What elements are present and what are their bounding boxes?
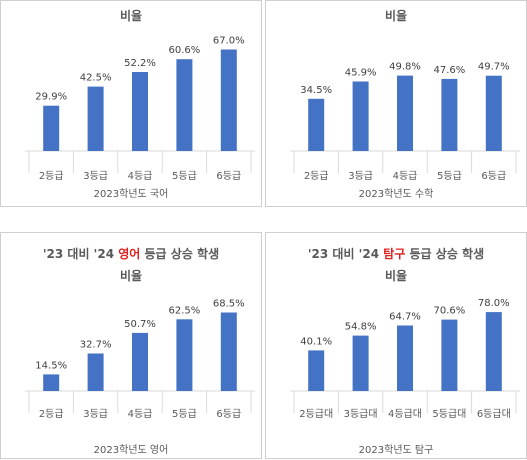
x-tick-label: 5등급 bbox=[437, 170, 462, 182]
data-label: 62.5% bbox=[169, 305, 201, 316]
bar bbox=[43, 374, 60, 391]
x-tick-label: 4등급 bbox=[128, 170, 153, 182]
x-tick-label: 3등급 bbox=[83, 170, 108, 182]
data-label: 67.0% bbox=[213, 36, 245, 47]
x-tick-label: 5등급 bbox=[172, 170, 197, 182]
chart-title: 비율 bbox=[119, 269, 143, 283]
bar bbox=[43, 105, 60, 151]
x-tick-label: 6등급 bbox=[481, 170, 506, 182]
data-label: 49.7% bbox=[478, 62, 510, 73]
data-label: 49.8% bbox=[389, 62, 421, 73]
bar bbox=[397, 75, 413, 151]
bar bbox=[132, 332, 148, 391]
bar bbox=[397, 325, 413, 391]
chart-title: 비율 bbox=[119, 9, 143, 23]
x-tick-label: 6등급 bbox=[216, 408, 241, 420]
x-axis-title: 2023학년도 영어 bbox=[93, 445, 169, 456]
chart-panel-english: '23 대비 '24 영어 등급 상승 학생 비율 14.5% 2등급 32.7% 3… bbox=[0, 232, 262, 459]
data-label: 45.9% bbox=[345, 68, 377, 79]
data-label: 32.7% bbox=[80, 340, 112, 351]
bar bbox=[441, 319, 458, 391]
x-axis-title: 2023학년도 수학 bbox=[358, 189, 434, 200]
x-tick-label: 3등급 bbox=[348, 170, 373, 182]
bar bbox=[308, 350, 325, 391]
x-tick-label: 3등급 bbox=[83, 408, 108, 420]
bar bbox=[485, 75, 502, 151]
bar-chart-english: 14.5% 2등급 32.7% 3등급 50.7% 4등급 62.5% 5등급 68.5% 6등급 bbox=[25, 299, 255, 420]
bar bbox=[220, 49, 237, 151]
data-label: 60.6% bbox=[169, 45, 201, 56]
bar-chart-inquiry: 40.1% 2등급대 54.8% 3등급대 64.7% 4등급대 70.6% 5등급대 78.0… bbox=[290, 298, 520, 420]
bar-chart-math: 34.5% 2등급 45.9% 3등급 49.8% 4등급 47.6% 5등급 49.7% 6등급 bbox=[290, 62, 520, 182]
data-label: 70.6% bbox=[434, 306, 466, 317]
x-tick-label: 4등급대 bbox=[388, 408, 422, 420]
x-tick-label: 2등급 bbox=[39, 170, 64, 182]
header-suffix: 등급 상승 학생 bbox=[140, 247, 220, 261]
data-label: 52.2% bbox=[124, 58, 156, 69]
data-label: 54.8% bbox=[345, 322, 377, 333]
x-tick-label: 2등급 bbox=[39, 408, 64, 420]
data-label: 14.5% bbox=[35, 360, 67, 371]
data-label: 68.5% bbox=[213, 299, 245, 310]
bar bbox=[485, 312, 502, 391]
data-label: 42.5% bbox=[80, 73, 112, 84]
data-label: 78.0% bbox=[478, 298, 510, 309]
x-axis-title: 2023학년도 탐구 bbox=[358, 445, 434, 456]
bar bbox=[352, 335, 369, 391]
x-tick-label: 2등급 bbox=[304, 170, 329, 182]
bar bbox=[308, 98, 325, 151]
bar bbox=[352, 81, 369, 151]
header-highlight: 영어 bbox=[118, 247, 141, 261]
bar bbox=[220, 312, 237, 391]
bar bbox=[132, 72, 148, 151]
x-tick-label: 4등급 bbox=[393, 170, 418, 182]
bar bbox=[87, 86, 104, 151]
x-tick-label: 3등급대 bbox=[344, 408, 378, 420]
header-prefix: '23 대비 '24 bbox=[307, 247, 384, 261]
header-highlight: 탐구 bbox=[383, 247, 406, 261]
x-tick-label: 2등급대 bbox=[299, 408, 333, 420]
x-tick-label: 4등급 bbox=[128, 408, 153, 420]
data-label: 29.9% bbox=[35, 92, 67, 103]
bar bbox=[176, 319, 193, 391]
data-label: 40.1% bbox=[300, 336, 332, 347]
x-tick-label: 6등급 bbox=[216, 170, 241, 182]
bar-chart-korean: 29.9% 2등급 42.5% 3등급 52.2% 4등급 60.6% 5등급 67.0% 6등급 bbox=[25, 36, 255, 182]
data-label: 50.7% bbox=[124, 319, 156, 330]
panel-header: '23 대비 '24 탐구 등급 상승 학생 bbox=[266, 245, 526, 262]
x-tick-label: 5등급대 bbox=[432, 408, 466, 420]
chart-panel-korean: 비율 29.9% 2등급 42.5% 3등급 52.2% 4등급 60.6% 5등급 67.0%… bbox=[0, 0, 262, 207]
chart-title: 비율 bbox=[384, 269, 408, 283]
header-prefix: '23 대비 '24 bbox=[42, 247, 119, 261]
chart-panel-inquiry: '23 대비 '24 탐구 등급 상승 학생 비율 40.1% 2등급대 54.8%… bbox=[265, 232, 527, 459]
bar bbox=[87, 353, 104, 391]
header-suffix: 등급 상승 학생 bbox=[405, 247, 485, 261]
panel-header: '23 대비 '24 영어 등급 상승 학생 bbox=[1, 245, 261, 262]
data-label: 34.5% bbox=[300, 85, 332, 96]
chart-panel-math: 비율 34.5% 2등급 45.9% 3등급 49.8% 4등급 47.6% 5등급 49.7%… bbox=[265, 0, 527, 207]
bar bbox=[441, 78, 458, 151]
chart-title: 비율 bbox=[384, 9, 408, 23]
bar bbox=[176, 59, 193, 152]
x-tick-label: 5등급 bbox=[172, 408, 197, 420]
data-label: 47.6% bbox=[434, 65, 466, 76]
data-label: 64.7% bbox=[389, 312, 421, 323]
x-tick-label: 6등급대 bbox=[477, 408, 511, 420]
x-axis-title: 2023학년도 국어 bbox=[93, 189, 169, 200]
